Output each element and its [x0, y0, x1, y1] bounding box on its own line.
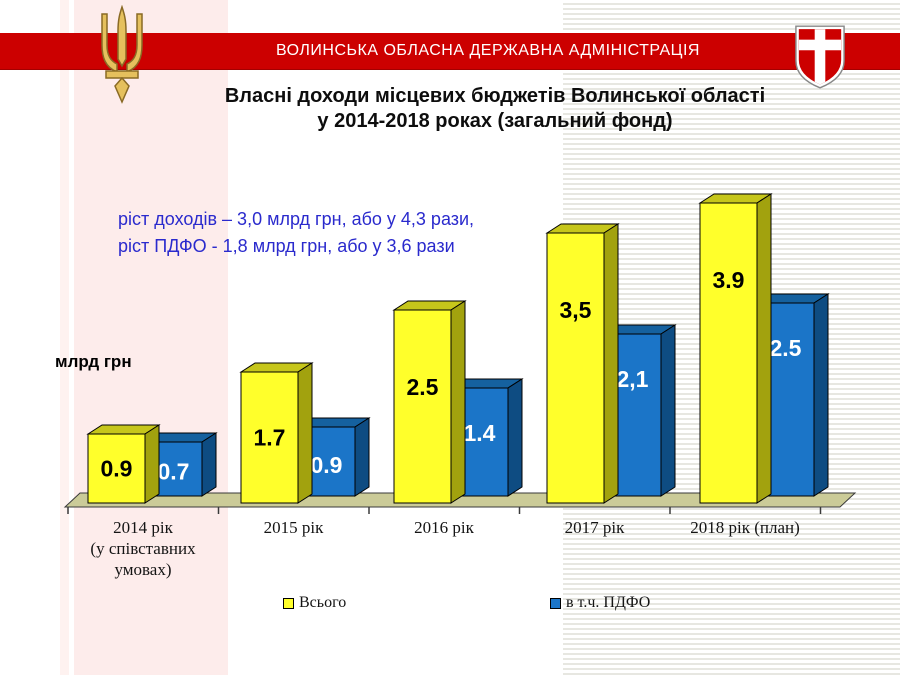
bar-side-face: [450, 300, 466, 504]
legend-label-total: Всього: [299, 594, 347, 611]
bar-side-face: [144, 424, 160, 504]
legend-label-pdfo: в т.ч. ПДФО: [566, 594, 651, 611]
growth-annotation-line1: ріст доходів – 3,0 млрд грн, або у 4,3 р…: [118, 209, 475, 229]
left-pink-thin-stripe: [60, 0, 69, 675]
bar-value-label: 1.7: [254, 425, 286, 451]
volyn-shield-icon: [795, 25, 845, 89]
bar-pdfo-1: 0.9: [296, 417, 371, 497]
bar-front-face: [393, 309, 452, 504]
category-label-1: 2015 рік: [263, 518, 324, 537]
bar-front-face: [546, 232, 605, 504]
category-label-2: 2016 рік: [414, 518, 474, 537]
bar-side-face: [507, 378, 523, 497]
category-label-3: 2017 рік: [564, 518, 625, 537]
bar-side-face: [660, 324, 676, 497]
bar-value-label: 2.5: [407, 374, 439, 400]
legend-swatch-total: [283, 597, 294, 609]
bar-value-label: 3,5: [560, 297, 592, 323]
bar-front-face: [87, 433, 146, 504]
bar-side-face: [603, 223, 619, 504]
bar-total-2: 2.5: [392, 300, 467, 504]
legend-item-total: Всього: [283, 594, 346, 612]
bar-total-1: 1.7: [239, 362, 314, 504]
bar-value-label: 2.5: [770, 335, 802, 361]
ukraine-trident-icon: [101, 5, 143, 104]
bar-value-label: 0.9: [101, 456, 133, 482]
left-pink-band: [74, 0, 228, 675]
legend-item-pdfo: в т.ч. ПДФО: [550, 594, 650, 612]
category-label-4: 2018 рік (план): [690, 518, 800, 537]
bar-total-0: 0.9: [86, 424, 161, 504]
bar-value-label: 3.9: [713, 267, 745, 293]
header-banner: ВОЛИНСЬКА ОБЛАСНА ДЕРЖАВНА АДМІНІСТРАЦІЯ: [0, 33, 900, 70]
banner-title: ВОЛИНСЬКА ОБЛАСНА ДЕРЖАВНА АДМІНІСТРАЦІЯ: [276, 42, 700, 59]
bar-total-4: 3.9: [698, 193, 773, 504]
bar-side-face: [756, 193, 772, 504]
bar-front-face: [240, 371, 299, 504]
bar-side-face: [297, 362, 313, 504]
page-title: Власні доходи місцевих бюджетів Волинськ…: [90, 84, 900, 134]
bar-side-face: [354, 417, 370, 497]
legend-swatch-pdfo: [550, 597, 561, 609]
growth-annotation: ріст доходів – 3,0 млрд грн, або у 4,3 р…: [118, 206, 474, 260]
y-axis-unit-label: млрд грн: [55, 352, 132, 371]
category-label-0: 2014 рік (у співставних умовах): [90, 518, 196, 579]
bar-value-label: 0.9: [311, 452, 343, 478]
bar-side-face: [813, 293, 829, 497]
bar-total-3: 3,5: [545, 223, 620, 504]
page-title-line2: у 2014-2018 роках (загальний фонд): [317, 110, 673, 132]
bar-value-label: 0.7: [158, 459, 190, 485]
bar-value-label: 2,1: [617, 366, 649, 392]
page-title-line1: Власні доходи місцевих бюджетів Волинськ…: [224, 85, 766, 107]
bar-front-face: [699, 202, 758, 504]
growth-annotation-line2: ріст ПДФО - 1,8 млрд грн, або у 3,6 рази: [118, 236, 455, 256]
bar-side-face: [201, 432, 217, 497]
bar-value-label: 1.4: [464, 420, 496, 446]
